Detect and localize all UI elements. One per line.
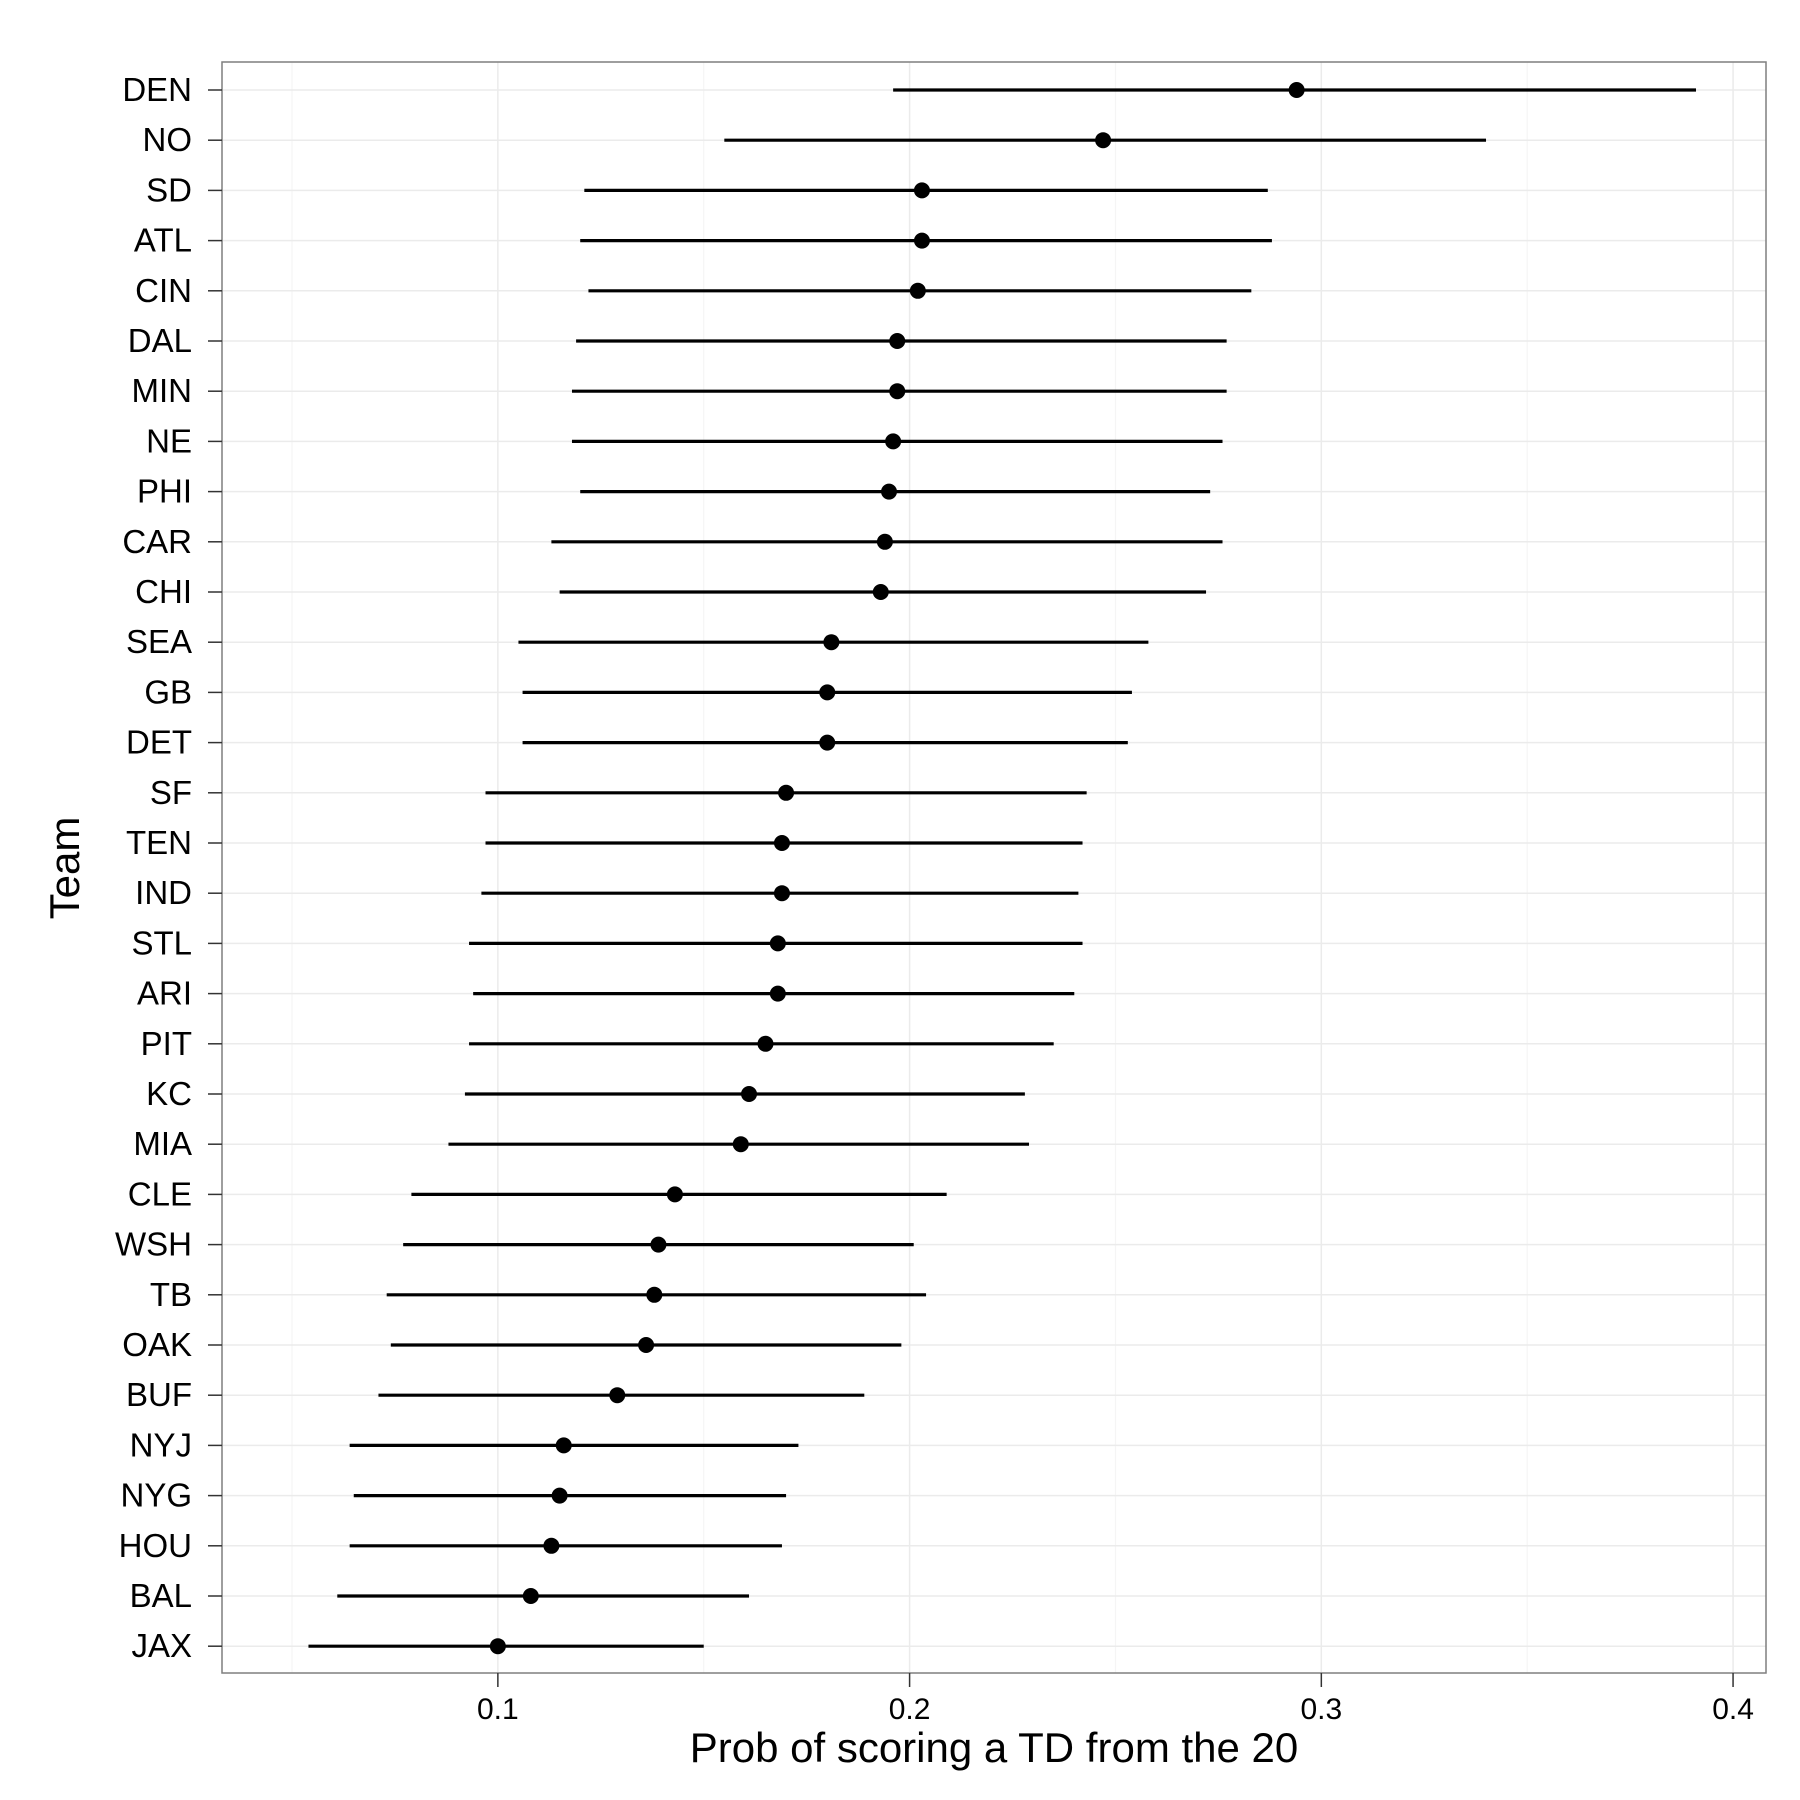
y-tick-label: WSH: [115, 1226, 192, 1263]
y-tick-label: OAK: [122, 1326, 192, 1363]
estimate-point: [769, 935, 786, 952]
y-tick-label: NE: [146, 422, 192, 459]
estimate-point: [489, 1638, 506, 1655]
estimate-point: [732, 1136, 749, 1153]
y-axis-title: Team: [41, 817, 88, 920]
y-tick-label: CIN: [135, 272, 192, 309]
y-tick-label: ARI: [137, 975, 192, 1012]
y-tick-label: BAL: [130, 1577, 192, 1614]
y-tick-label: STL: [131, 924, 192, 961]
estimate-point: [769, 985, 786, 1002]
y-tick-label: DET: [126, 724, 192, 761]
y-tick-label: CAR: [122, 523, 192, 560]
estimate-point: [650, 1236, 667, 1253]
y-tick-label: TB: [150, 1276, 192, 1313]
estimate-point: [522, 1588, 539, 1604]
y-tick-label: DAL: [128, 322, 192, 359]
x-tick-label: 0.4: [1712, 1693, 1754, 1726]
estimate-point: [778, 784, 795, 801]
estimate-point: [609, 1387, 626, 1404]
estimate-point: [638, 1337, 655, 1353]
estimate-point: [1288, 82, 1305, 98]
y-tick-label: TEN: [126, 824, 192, 861]
y-tick-label: SF: [150, 774, 192, 811]
estimate-point: [913, 232, 930, 249]
estimate-point: [757, 1035, 774, 1052]
y-tick-label: SEA: [126, 623, 192, 660]
x-axis-title: Prob of scoring a TD from the 20: [690, 1724, 1299, 1771]
estimate-point: [889, 383, 906, 400]
estimate-point: [741, 1086, 758, 1102]
y-tick-label: NO: [143, 121, 193, 158]
y-tick-label: ATL: [134, 222, 192, 259]
plot-panel-border: [221, 61, 1767, 1674]
y-tick-label: IND: [135, 874, 192, 911]
y-tick-label: PIT: [141, 1025, 192, 1062]
estimate-point: [881, 483, 898, 500]
y-tick-label: NYG: [120, 1477, 192, 1514]
estimate-point: [543, 1537, 560, 1554]
estimate-point: [819, 734, 836, 751]
x-axis: 0.1 0.2 0.3 0.4: [477, 1673, 1754, 1726]
y-tick-label: CHI: [135, 573, 192, 610]
estimate-point: [773, 835, 790, 851]
y-tick-label: SD: [146, 171, 192, 208]
plot-panel-background: [222, 62, 1766, 1673]
y-tick-label: PHI: [137, 473, 192, 510]
estimate-point: [646, 1286, 663, 1303]
grid: [222, 62, 1766, 1673]
y-tick-label: MIN: [132, 372, 193, 409]
estimate-point: [872, 584, 889, 600]
estimate-point: [773, 885, 790, 902]
y-tick-label: BUF: [126, 1376, 192, 1413]
estimate-point: [666, 1186, 683, 1203]
estimate-point: [819, 684, 836, 701]
estimate-point: [823, 634, 840, 651]
y-tick-label: MIA: [133, 1125, 192, 1162]
estimate-point: [876, 533, 893, 550]
x-tick-label: 0.2: [889, 1693, 931, 1726]
x-tick-label: 0.1: [477, 1693, 519, 1726]
y-tick-label: HOU: [119, 1527, 192, 1564]
estimate-point: [1095, 132, 1112, 149]
y-axis: DEN NO SD ATL CIN DAL MIN NE PHI CAR CHI SEA GB DET SF…: [115, 71, 222, 1664]
y-tick-label: JAX: [131, 1627, 192, 1664]
y-tick-label: KC: [146, 1075, 192, 1112]
y-tick-label: CLE: [128, 1175, 192, 1212]
estimate-point: [909, 282, 926, 299]
estimate-point: [555, 1437, 572, 1454]
estimate-point: [885, 433, 902, 450]
estimate-point: [551, 1487, 568, 1504]
y-tick-label: DEN: [122, 71, 192, 108]
estimate-point: [889, 333, 906, 349]
estimate-points: [489, 82, 1305, 1655]
y-tick-label: NYJ: [130, 1426, 192, 1463]
estimate-point: [913, 182, 930, 199]
x-tick-label: 0.3: [1300, 1693, 1342, 1726]
y-tick-label: GB: [144, 673, 192, 710]
